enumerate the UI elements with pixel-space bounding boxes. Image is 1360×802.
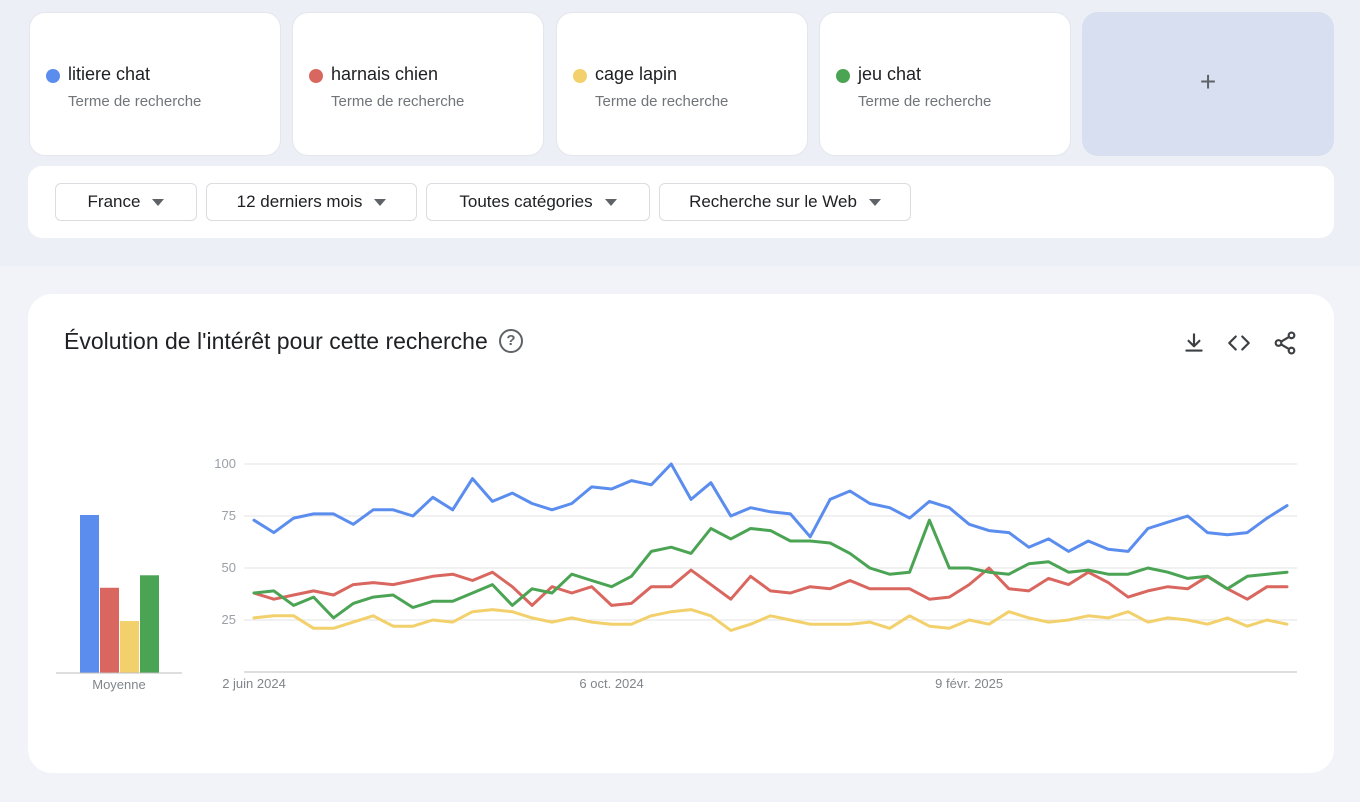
term-subtitle: Terme de recherche — [68, 93, 202, 110]
plus-icon: + — [1199, 66, 1217, 97]
series-line-cage-lapin — [252, 608, 1289, 632]
x-tick-label: 9 févr. 2025 — [935, 676, 1003, 691]
dropdown-arrow-icon — [868, 198, 881, 206]
dropdown-arrow-icon — [604, 198, 617, 206]
x-tick-label: 2 juin 2024 — [222, 676, 286, 691]
term-name: litiere chat — [68, 64, 151, 84]
region-dropdown[interactable]: France — [55, 183, 197, 221]
period-dropdown[interactable]: 12 derniers mois — [206, 183, 417, 221]
period-label: 12 derniers mois — [236, 192, 363, 211]
series-color-dot — [573, 69, 587, 83]
dropdown-arrow-icon — [374, 198, 387, 206]
series-color-dot — [836, 69, 850, 83]
series-line-jeu-chat — [252, 518, 1289, 620]
embed-code-icon[interactable] — [1226, 330, 1252, 356]
series-color-dot — [309, 69, 323, 83]
y-tick-label: 25 — [222, 612, 236, 627]
average-bar — [120, 621, 139, 673]
series-line-litiere-chat — [252, 462, 1289, 553]
category-dropdown[interactable]: Toutes catégories — [426, 183, 650, 221]
average-bar — [140, 575, 159, 673]
interest-over-time-card: Évolution de l'intérêt pour cette recher… — [28, 294, 1334, 773]
x-tick-label: 6 oct. 2024 — [579, 676, 643, 691]
term-name: harnais chien — [331, 64, 439, 84]
term-subtitle: Terme de recherche — [331, 93, 465, 110]
series-line-harnais-chien — [252, 566, 1289, 607]
y-tick-label: 50 — [222, 560, 236, 575]
term-subtitle: Terme de recherche — [595, 93, 729, 110]
share-icon[interactable] — [1272, 330, 1298, 356]
term-card-jeu-chat[interactable]: jeu chat Terme de recherche — [819, 12, 1071, 156]
y-tick-label: 100 — [214, 456, 236, 471]
dropdown-arrow-icon — [152, 198, 165, 206]
add-term-button[interactable]: + — [1082, 12, 1334, 156]
term-card-litiere-chat[interactable]: litiere chat Terme de recherche — [29, 12, 281, 156]
term-subtitle: Terme de recherche — [858, 93, 992, 110]
average-label: Moyenne — [92, 677, 145, 692]
average-bar — [80, 515, 99, 673]
term-name: cage lapin — [595, 64, 678, 84]
region-label: France — [87, 192, 141, 211]
category-label: Toutes catégories — [459, 192, 593, 211]
search-type-label: Recherche sur le Web — [689, 192, 857, 211]
term-name: jeu chat — [858, 64, 922, 84]
chart-title: Évolution de l'intérêt pour cette recher… — [64, 328, 488, 354]
search-type-dropdown[interactable]: Recherche sur le Web — [659, 183, 911, 221]
term-card-cage-lapin[interactable]: cage lapin Terme de recherche — [556, 12, 808, 156]
average-bar — [100, 587, 119, 673]
help-icon[interactable]: ? — [499, 329, 523, 353]
filter-bar: France 12 derniers mois Toutes catégorie… — [28, 166, 1334, 238]
term-card-harnais-chien[interactable]: harnais chien Terme de recherche — [292, 12, 544, 156]
series-color-dot — [46, 69, 60, 83]
y-tick-label: 75 — [222, 508, 236, 523]
download-icon[interactable] — [1181, 330, 1207, 356]
